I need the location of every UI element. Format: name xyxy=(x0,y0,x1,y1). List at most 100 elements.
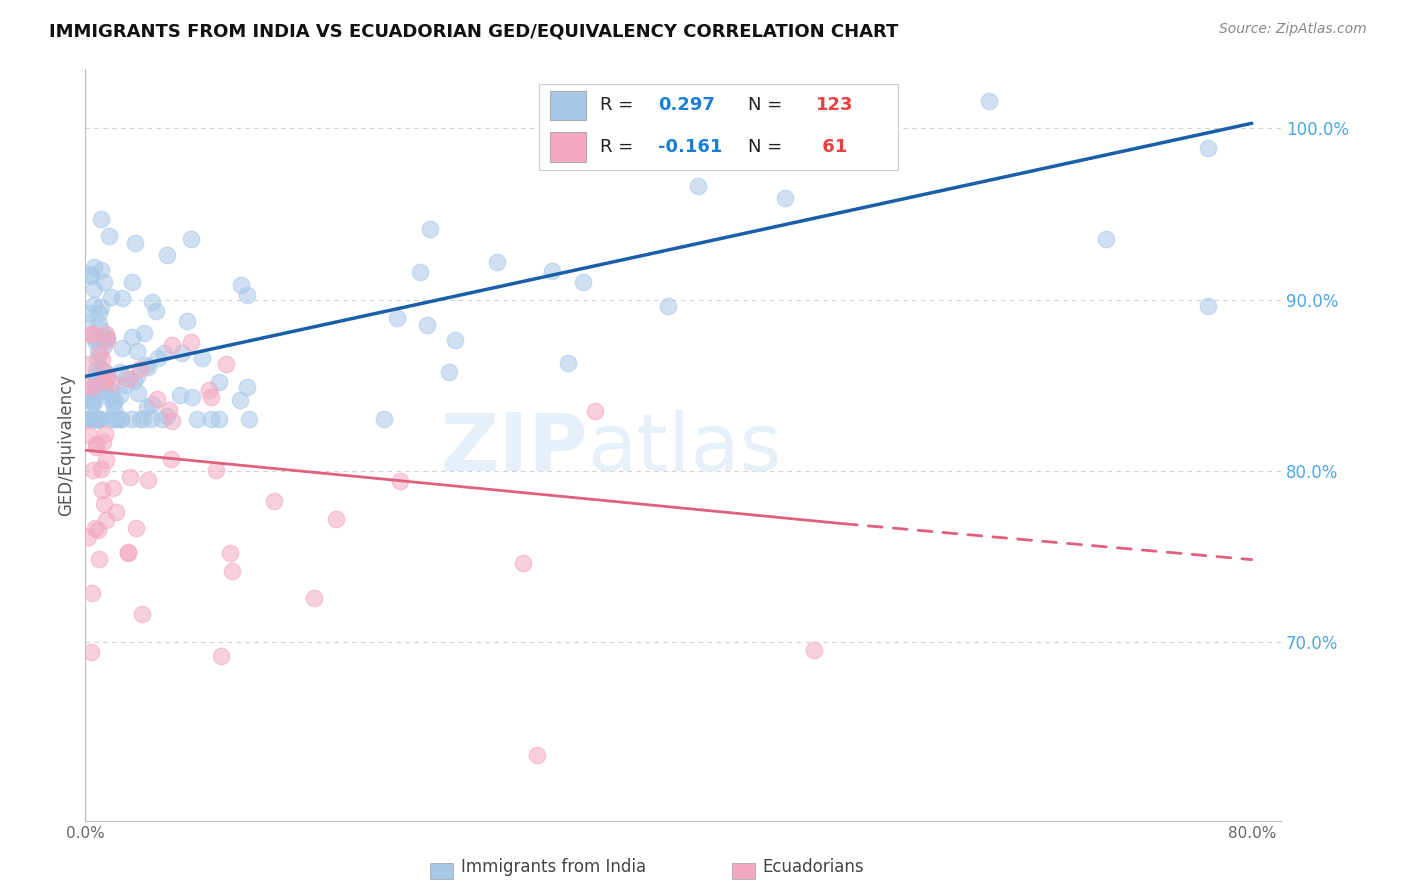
Point xyxy=(122,374,145,388)
Point xyxy=(96,333,118,347)
Point xyxy=(94,427,117,442)
Point xyxy=(208,375,231,389)
Point xyxy=(89,317,111,331)
Point xyxy=(91,434,114,449)
Point xyxy=(139,412,162,426)
Point xyxy=(76,379,98,393)
Point xyxy=(100,290,122,304)
Point xyxy=(437,365,460,379)
Point xyxy=(325,511,347,525)
Point xyxy=(79,390,101,404)
Point xyxy=(180,232,202,246)
Point xyxy=(76,530,98,544)
Point xyxy=(84,362,107,376)
Point xyxy=(129,412,152,426)
Point xyxy=(86,373,108,387)
Point xyxy=(117,544,139,558)
Point xyxy=(90,301,112,315)
Point xyxy=(150,412,173,426)
Point xyxy=(197,383,219,397)
Point xyxy=(117,546,139,560)
Point xyxy=(82,463,104,477)
Text: Ecuadorians: Ecuadorians xyxy=(762,858,863,876)
Text: Immigrants from India: Immigrants from India xyxy=(461,858,647,876)
Point xyxy=(111,341,134,355)
Point xyxy=(686,179,709,194)
Point xyxy=(80,326,103,341)
Point xyxy=(83,298,105,312)
Point xyxy=(180,335,202,350)
Text: atlas: atlas xyxy=(588,409,782,488)
Point xyxy=(190,351,212,365)
Point xyxy=(86,352,108,367)
Point xyxy=(83,412,105,426)
Point xyxy=(145,303,167,318)
Point xyxy=(128,362,150,376)
Point xyxy=(229,278,252,293)
Point xyxy=(82,379,104,393)
Point xyxy=(82,586,104,600)
Point xyxy=(93,374,115,388)
Point xyxy=(540,264,562,278)
Point xyxy=(86,412,108,426)
Point xyxy=(86,383,108,397)
Point xyxy=(135,400,157,414)
Point xyxy=(131,607,153,621)
Point xyxy=(98,383,121,397)
Point xyxy=(1197,141,1219,155)
Point xyxy=(93,339,115,353)
Point xyxy=(93,275,115,289)
Point xyxy=(114,377,136,392)
Point xyxy=(76,357,98,371)
Point xyxy=(236,287,259,301)
Point xyxy=(409,265,432,279)
Point xyxy=(76,412,98,426)
Point xyxy=(96,331,118,345)
Point xyxy=(221,564,243,578)
Point xyxy=(94,384,117,398)
Point xyxy=(127,386,149,401)
Point xyxy=(87,306,110,320)
Point xyxy=(93,364,115,378)
Point xyxy=(82,412,104,426)
Point xyxy=(97,229,120,244)
Point xyxy=(101,389,124,403)
Point xyxy=(388,474,411,488)
Point xyxy=(104,394,127,409)
Point xyxy=(103,481,125,495)
Point xyxy=(80,412,103,426)
Point xyxy=(657,300,679,314)
Point xyxy=(156,248,179,262)
Point xyxy=(101,376,124,390)
Point xyxy=(200,412,222,426)
Point xyxy=(115,371,138,385)
Y-axis label: GED/Equivalency: GED/Equivalency xyxy=(58,374,75,516)
Point xyxy=(263,494,285,508)
Point xyxy=(979,94,1001,108)
Point xyxy=(803,643,825,657)
Point xyxy=(90,263,112,277)
Point xyxy=(110,412,132,426)
Point xyxy=(118,371,141,385)
Point xyxy=(79,267,101,281)
Point xyxy=(146,351,169,365)
Point xyxy=(110,412,132,426)
Point xyxy=(571,275,593,289)
Point xyxy=(127,343,149,358)
Point xyxy=(86,412,108,426)
Point xyxy=(80,645,103,659)
Point xyxy=(214,357,236,371)
Point xyxy=(186,412,208,426)
Text: IMMIGRANTS FROM INDIA VS ECUADORIAN GED/EQUIVALENCY CORRELATION CHART: IMMIGRANTS FROM INDIA VS ECUADORIAN GED/… xyxy=(49,22,898,40)
Point xyxy=(219,545,242,559)
Point xyxy=(84,436,107,450)
Point xyxy=(208,412,231,426)
Point xyxy=(86,331,108,345)
Point xyxy=(82,394,104,409)
Point xyxy=(94,375,117,389)
Point xyxy=(90,323,112,337)
Point xyxy=(134,326,156,340)
Point xyxy=(162,414,184,428)
Point xyxy=(125,521,148,535)
Point xyxy=(160,338,183,352)
